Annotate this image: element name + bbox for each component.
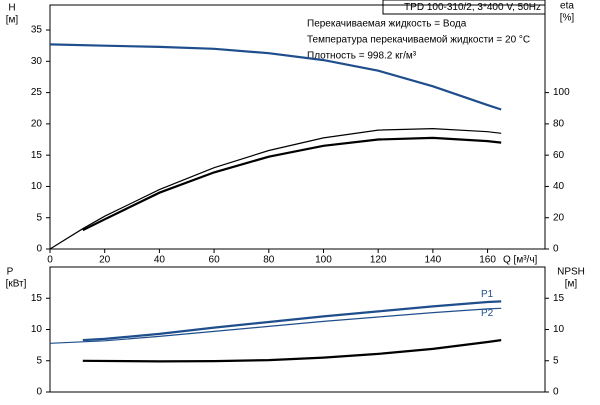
x-tick-label: 120	[370, 255, 387, 266]
y-tick-label: 30	[31, 56, 43, 67]
y-axis-unit: [кВт]	[6, 279, 27, 290]
y-tick-label: 0	[36, 244, 42, 255]
curve	[82, 300, 502, 342]
y-tick-label: 25	[31, 87, 43, 98]
curve	[49, 307, 502, 344]
annotation: Плотность = 998.2 кг/м³	[307, 51, 417, 62]
x-tick-label: 140	[425, 255, 442, 266]
annotation: Температура перекачиваемой жидкости = 20…	[307, 35, 530, 46]
x-tick-label: 40	[154, 255, 166, 266]
y-axis-label: P	[7, 267, 14, 278]
y2-tick-label: 15	[553, 293, 565, 304]
x-tick-label: 160	[479, 255, 496, 266]
y2-tick-label: 0	[553, 244, 559, 255]
y-tick-label: 15	[31, 150, 43, 161]
x-axis-label: Q [м³/ч]	[503, 255, 538, 266]
y2-axis-label: NPSH	[557, 267, 585, 278]
x-tick-label: 80	[263, 255, 275, 266]
y-tick-label: 15	[31, 293, 43, 304]
x-tick-label: 60	[209, 255, 221, 266]
y2-tick-label: 100	[553, 87, 570, 98]
y2-tick-label: 10	[553, 324, 565, 335]
y2-tick-label: 60	[553, 150, 565, 161]
y-tick-label: 10	[31, 324, 43, 335]
y-tick-label: 5	[36, 355, 42, 366]
y-tick-label: 5	[36, 212, 42, 223]
y2-axis-label: eta	[560, 1, 574, 12]
y2-axis-unit: [%]	[560, 13, 575, 24]
x-tick-label: 0	[47, 255, 53, 266]
y2-tick-label: 5	[553, 355, 559, 366]
annotation: Перекачиваемая жидкость = Вода	[307, 19, 467, 30]
curve	[82, 339, 502, 363]
chart-title: TPD 100-310/2, 3*400 V, 50Hz	[404, 2, 541, 13]
x-tick-label: 100	[315, 255, 332, 266]
y2-axis-unit: [м]	[565, 279, 578, 290]
y-tick-label: 10	[31, 181, 43, 192]
plot-frame	[49, 4, 546, 250]
curve	[49, 43, 502, 111]
series-label: P2	[481, 308, 494, 319]
y2-tick-label: 20	[553, 212, 565, 223]
curve	[49, 127, 502, 250]
y-tick-label: 35	[31, 25, 43, 36]
x-tick-label: 20	[99, 255, 111, 266]
y-axis-unit: [м]	[6, 15, 19, 26]
y-tick-label: 20	[31, 119, 43, 130]
series-label: P1	[481, 289, 494, 300]
y2-tick-label: 40	[553, 181, 565, 192]
curve	[82, 136, 502, 232]
y-axis-label: H	[8, 3, 15, 14]
y2-tick-label: 0	[553, 387, 559, 398]
y-tick-label: 0	[36, 387, 42, 398]
y2-tick-label: 80	[553, 119, 565, 130]
plot-frame	[49, 266, 546, 393]
